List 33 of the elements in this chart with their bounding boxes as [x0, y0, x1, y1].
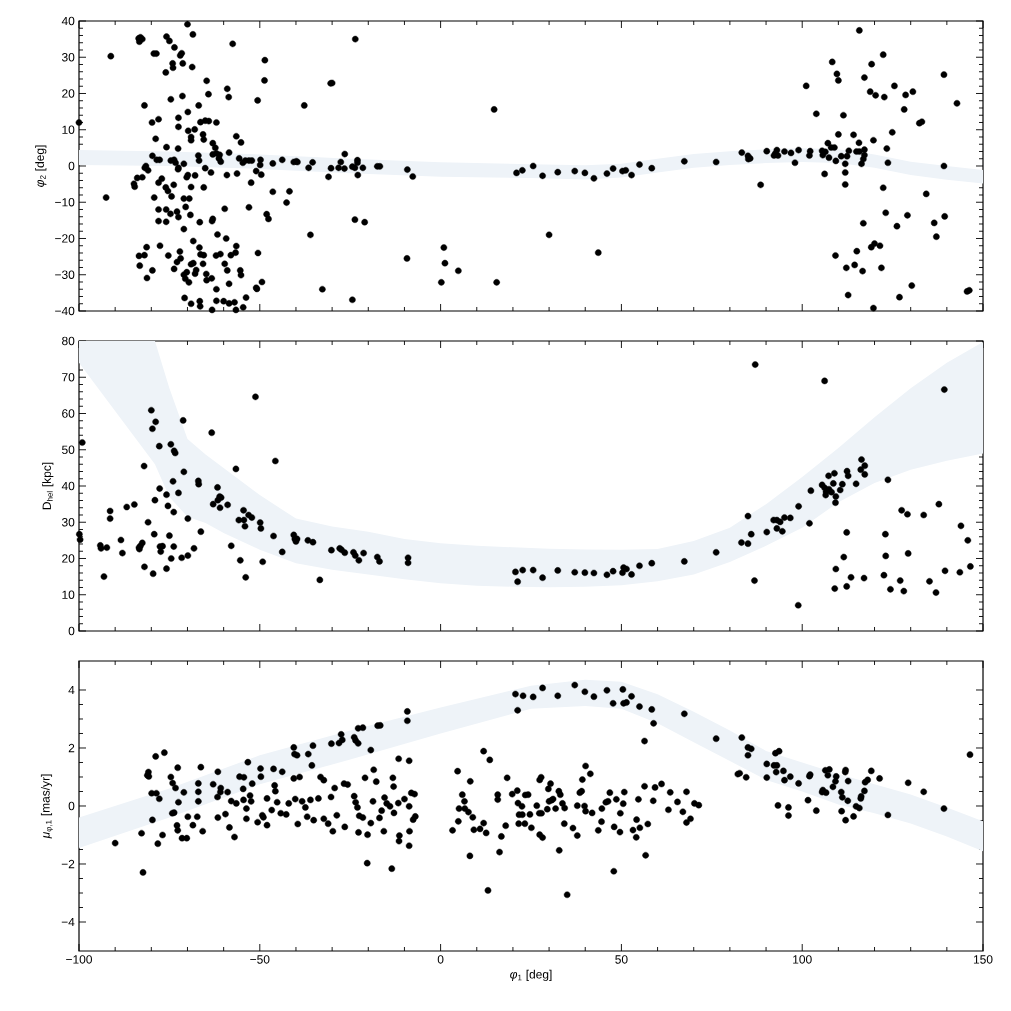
y-tick-label: 0: [68, 801, 75, 811]
x-tick-label: 0: [437, 955, 444, 964]
x-tick-label: −50: [250, 955, 270, 964]
y-tick-label: 10: [62, 590, 75, 599]
y-tick-label: 4: [68, 685, 75, 695]
y-tick-label: −40: [55, 306, 75, 316]
y-tick-label: 20: [62, 89, 75, 98]
x-tick-label: 50: [615, 955, 628, 964]
y-tick-label: 70: [62, 373, 75, 382]
y-axis-title: φ$_{2}$ [deg]: [35, 145, 47, 187]
y-tick-label: 0: [68, 161, 75, 171]
x-tick-label: 150: [973, 955, 993, 964]
y-tick-label: 2: [68, 743, 75, 753]
y-tick-label: 30: [61, 518, 75, 527]
x-axis-title: φ$_{1}$ [deg]: [510, 969, 552, 981]
y-tick-label: −30: [55, 270, 75, 279]
y-tick-label: 20: [62, 554, 75, 563]
y-axis-title: D$_{hel}$ [kpc]: [42, 462, 54, 510]
y-axis-title: μ$_{φ,1}$ [mas/yr]: [40, 774, 54, 839]
y-tick-label: 30: [61, 53, 75, 62]
y-tick-label: 40: [61, 481, 75, 491]
y-tick-label: 10: [62, 125, 75, 134]
y-tick-label: −20: [55, 234, 75, 243]
y-tick-label: 80: [62, 336, 75, 346]
x-tick-label: 100: [793, 955, 812, 964]
y-tick-label: −2: [61, 859, 75, 869]
x-tick-label: −100: [66, 955, 92, 964]
y-tick-label: 60: [62, 409, 75, 418]
y-tick-label: 50: [62, 445, 75, 454]
y-tick-label: 40: [61, 16, 75, 26]
y-tick-label: −10: [55, 198, 75, 207]
y-tick-label: −4: [61, 917, 75, 927]
y-tick-label: 0: [68, 626, 75, 636]
